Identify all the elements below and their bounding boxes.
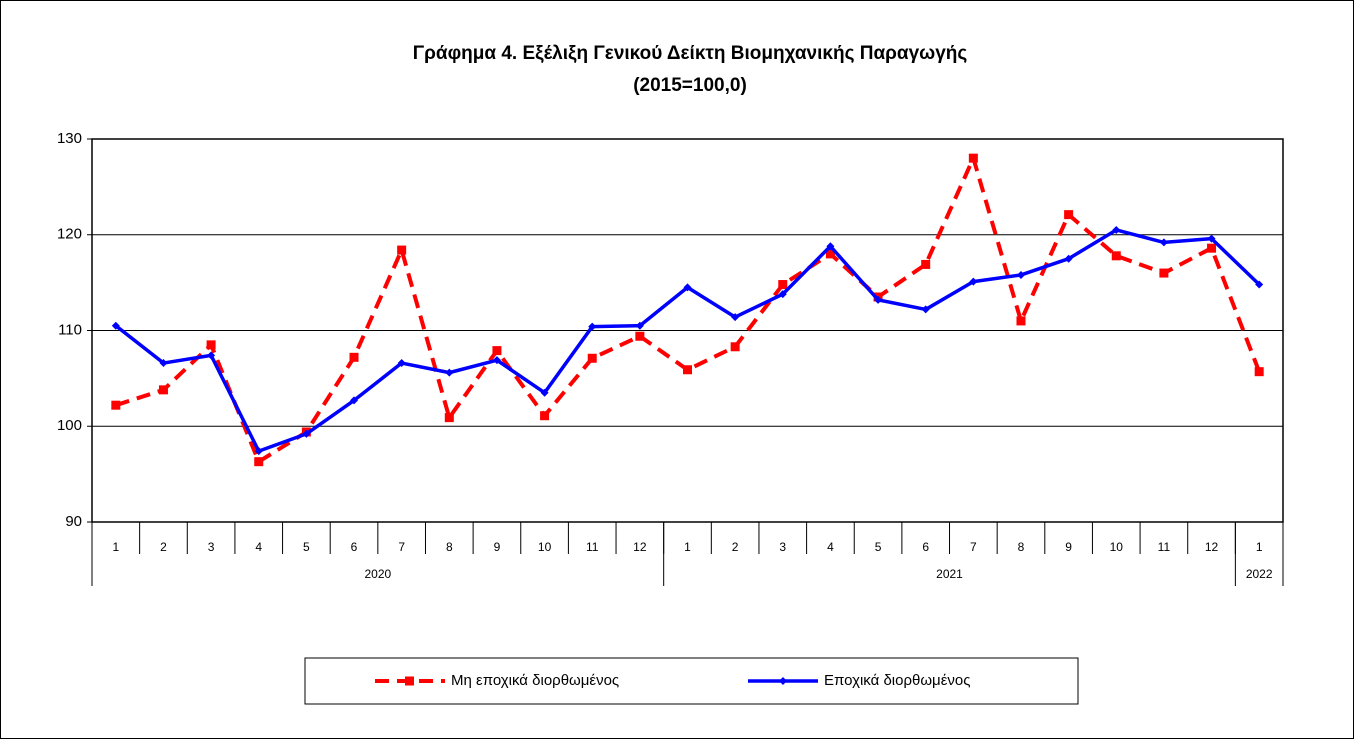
x-tick-label: 1: [1256, 540, 1263, 554]
point-marker: [1064, 254, 1073, 263]
point-marker: [158, 385, 168, 395]
x-tick-label: 11: [586, 540, 599, 554]
plot-area: [91, 138, 1284, 523]
x-tick-label: 9: [1065, 540, 1072, 554]
point-marker: [1207, 234, 1216, 243]
y-tick-label: 110: [58, 321, 82, 338]
point-marker: [1254, 367, 1264, 377]
x-tick-label: 9: [494, 540, 501, 554]
point-marker: [254, 447, 263, 456]
x-tick-label: 10: [1110, 540, 1124, 554]
x-tick-label: 7: [970, 540, 977, 554]
point-marker: [207, 351, 216, 360]
point-marker: [445, 368, 454, 377]
point-marker: [397, 359, 406, 368]
point-marker: [683, 283, 692, 292]
point-marker: [588, 322, 597, 331]
point-marker: [921, 305, 930, 314]
x-tick-label: 3: [208, 540, 215, 554]
x-tick-label: 6: [922, 540, 929, 554]
x-tick-label: 5: [875, 540, 882, 554]
x-tick-label: 4: [827, 540, 834, 554]
x-tick-label: 10: [538, 540, 552, 554]
point-marker: [825, 249, 835, 259]
point-marker: [540, 411, 550, 421]
x-tick-label: 8: [446, 540, 453, 554]
x-tick-label: 1: [112, 540, 119, 554]
point-marker: [159, 359, 168, 368]
x-tick-label: 5: [303, 540, 310, 554]
legend-marker: [405, 676, 414, 686]
x-tick-label: 4: [255, 540, 262, 554]
x-tick-label: 2: [732, 540, 739, 554]
point-marker: [1016, 316, 1026, 326]
point-marker: [540, 388, 549, 397]
point-marker: [778, 280, 788, 290]
point-marker: [1111, 251, 1121, 261]
point-marker: [1016, 270, 1025, 279]
point-marker: [1159, 268, 1169, 278]
x-tick-label: 7: [398, 540, 405, 554]
point-marker: [874, 295, 883, 304]
point-marker: [683, 365, 692, 375]
point-marker: [302, 429, 311, 438]
point-marker: [635, 331, 645, 341]
point-marker: [778, 290, 787, 299]
x-tick-label: 12: [633, 540, 647, 554]
x-tick-label: 12: [1205, 540, 1219, 554]
x-tick-label: 1: [684, 540, 691, 554]
point-marker: [111, 321, 120, 330]
legend-box: [304, 657, 1079, 705]
point-marker: [1112, 225, 1121, 234]
point-marker: [969, 277, 978, 286]
point-marker: [1255, 280, 1264, 289]
point-marker: [730, 342, 740, 352]
point-marker: [254, 457, 264, 467]
point-marker: [1064, 210, 1074, 220]
y-tick-label: 120: [57, 226, 82, 243]
point-marker: [492, 346, 502, 356]
point-marker: [492, 356, 501, 365]
point-marker: [635, 321, 644, 330]
point-marker: [350, 396, 359, 405]
point-marker: [1159, 238, 1168, 247]
group-label: 2021: [936, 567, 963, 581]
point-marker: [397, 245, 407, 255]
y-tick-label: 100: [57, 417, 82, 434]
x-tick-label: 3: [779, 540, 786, 554]
x-tick-label: 2: [160, 540, 167, 554]
legend-label: Εποχικά διορθωμένος: [824, 672, 970, 689]
point-marker: [826, 242, 835, 251]
group-label: 2020: [364, 567, 391, 581]
point-marker: [921, 259, 931, 269]
y-tick-label: 90: [65, 513, 82, 530]
point-marker: [1207, 243, 1217, 253]
point-marker: [731, 313, 740, 322]
y-tick-label: 130: [57, 130, 82, 147]
point-marker: [111, 400, 121, 410]
x-tick-label: 6: [351, 540, 358, 554]
point-marker: [349, 352, 359, 362]
legend-marker: [779, 677, 787, 685]
legend-label: Μη εποχικά διορθωμένος: [451, 672, 619, 689]
x-tick-label: 11: [1158, 540, 1171, 554]
x-tick-label: 8: [1018, 540, 1025, 554]
chart-subtitle: (2015=100,0): [633, 75, 747, 96]
point-marker: [587, 353, 597, 363]
point-marker: [444, 413, 454, 423]
group-label: 2022: [1246, 567, 1273, 581]
point-marker: [206, 340, 216, 350]
point-marker: [968, 153, 978, 163]
chart-title: Γράφημα 4. Εξέλιξη Γενικού Δείκτη Βιομηχ…: [413, 43, 968, 64]
